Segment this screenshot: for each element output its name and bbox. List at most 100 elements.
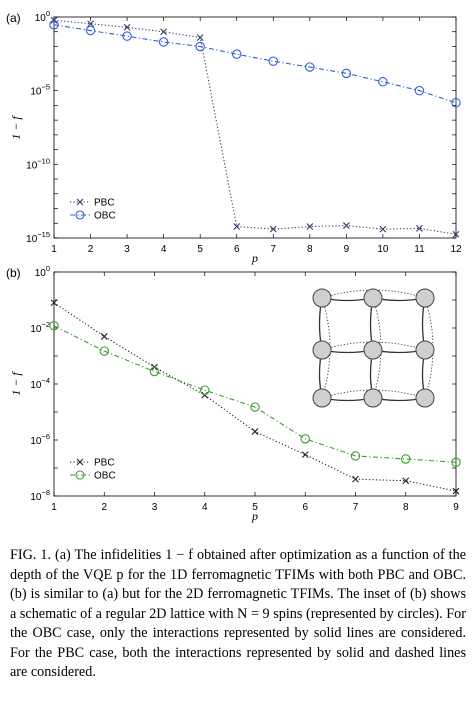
x-tick-label: 1 <box>51 502 57 513</box>
data-point-pbc <box>301 451 309 459</box>
spin-site <box>312 388 332 408</box>
y-tick-label: 10−2 <box>30 320 50 335</box>
panel-label: (a) <box>6 11 21 25</box>
x-tick-label: 11 <box>414 244 425 255</box>
data-point-pbc <box>196 34 204 41</box>
data-point-pbc <box>416 224 423 232</box>
data-point-obc <box>99 346 110 356</box>
data-point-obc <box>231 49 242 59</box>
data-point-pbc <box>379 225 387 233</box>
x-tick-label: 4 <box>202 502 208 513</box>
x-tick-label: 3 <box>152 502 158 513</box>
data-point-obc <box>414 85 425 96</box>
data-point-obc <box>305 62 315 72</box>
pbc-bond <box>321 297 331 399</box>
data-point-obc <box>49 19 59 30</box>
y-axis-label: 1 − f <box>9 371 23 396</box>
legend-label: PBC <box>94 198 115 209</box>
x-tick-label: 5 <box>252 502 258 513</box>
x-tick-label: 2 <box>88 244 94 255</box>
data-point-obc <box>378 77 388 87</box>
x-tick-label: 5 <box>197 244 203 255</box>
x-tick-label: 9 <box>453 502 459 513</box>
y-tick-label: 10−8 <box>30 488 50 503</box>
x-tick-label: 2 <box>101 502 107 513</box>
x-tick-label: 4 <box>161 244 167 255</box>
spin-site <box>363 340 383 360</box>
x-tick-label: 6 <box>302 502 308 513</box>
x-axis-label: p <box>251 509 258 523</box>
legend-label: OBC <box>94 471 116 482</box>
spin-site <box>363 388 383 408</box>
spin-site <box>312 288 332 308</box>
data-point-pbc <box>123 23 131 31</box>
y-tick-label: 100 <box>35 9 50 24</box>
data-point-obc <box>149 366 160 377</box>
x-tick-label: 12 <box>450 244 462 255</box>
axes-frame <box>53 16 457 239</box>
data-point-obc <box>350 451 361 461</box>
data-point-obc <box>195 41 205 52</box>
y-axis-label: 1 − f <box>9 115 23 140</box>
data-point-obc <box>200 385 210 395</box>
data-point-obc <box>268 56 279 66</box>
series-line-obc <box>53 24 457 104</box>
data-point-pbc <box>100 333 108 340</box>
x-tick-label: 7 <box>270 244 276 255</box>
series-line-obc <box>53 325 457 463</box>
data-point-obc <box>85 25 96 36</box>
data-point-obc <box>158 37 169 47</box>
x-tick-label: 10 <box>377 244 389 255</box>
data-point-obc <box>122 31 132 41</box>
legend-marker <box>75 470 85 480</box>
data-point-pbc <box>201 391 209 399</box>
data-point-pbc <box>402 477 410 485</box>
panel-label: (b) <box>6 266 21 280</box>
spin-site <box>415 340 435 360</box>
pbc-bond <box>372 297 382 399</box>
lattice-inset <box>312 288 435 408</box>
data-point-pbc <box>342 222 350 229</box>
data-point-pbc <box>50 299 58 307</box>
data-point-obc <box>300 434 310 444</box>
legend-marker <box>76 198 84 206</box>
spin-site <box>363 288 383 308</box>
data-point-pbc <box>452 487 460 495</box>
data-point-pbc <box>251 428 259 435</box>
y-tick-label: 10−5 <box>30 83 50 98</box>
series-line-pbc <box>53 19 457 235</box>
data-point-pbc <box>233 223 241 230</box>
data-point-obc <box>49 321 59 331</box>
spin-site <box>312 340 332 360</box>
data-point-pbc <box>160 28 168 36</box>
x-tick-label: 7 <box>353 502 359 513</box>
x-tick-label: 3 <box>124 244 130 255</box>
x-tick-label: 8 <box>307 244 313 255</box>
data-point-obc <box>341 68 352 79</box>
data-point-pbc <box>87 20 94 28</box>
data-point-obc <box>451 457 461 468</box>
data-point-obc <box>250 402 260 412</box>
pbc-bond <box>424 297 434 399</box>
data-point-obc <box>451 98 461 108</box>
y-tick-label: 10−10 <box>26 156 50 171</box>
legend-marker <box>75 210 85 220</box>
data-point-pbc <box>452 230 460 238</box>
x-tick-label: 9 <box>344 244 350 255</box>
y-tick-label: 10−6 <box>30 432 50 447</box>
panel-b: 1 2 3 4 5 6 7 8 9 10−8 10−6 10−4 10−2 100 (b) 1 − f p PBC… <box>6 264 461 523</box>
x-axis-label: p <box>251 251 258 265</box>
spin-site <box>415 288 435 308</box>
legend-marker <box>76 458 84 466</box>
x-tick-label: 1 <box>51 244 57 255</box>
figure-caption: FIG. 1. (a) The infidelities 1 − f obtai… <box>10 547 466 680</box>
data-point-pbc <box>269 225 277 233</box>
legend-label: OBC <box>94 211 116 222</box>
spin-site <box>415 388 435 408</box>
data-point-obc <box>400 454 411 464</box>
x-tick-label: 8 <box>403 502 409 513</box>
data-point-pbc <box>306 223 314 230</box>
data-point-pbc <box>352 475 359 483</box>
